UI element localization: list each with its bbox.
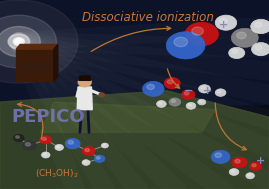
Polygon shape: [0, 91, 269, 189]
Circle shape: [101, 143, 108, 148]
Polygon shape: [77, 87, 92, 110]
Circle shape: [201, 86, 205, 89]
Circle shape: [41, 152, 50, 158]
Circle shape: [13, 134, 24, 142]
Circle shape: [13, 38, 24, 45]
Circle shape: [184, 92, 189, 95]
Circle shape: [65, 138, 80, 149]
Polygon shape: [79, 76, 91, 80]
Circle shape: [171, 100, 175, 102]
Circle shape: [220, 18, 227, 23]
Polygon shape: [16, 44, 58, 49]
Circle shape: [167, 80, 173, 84]
Circle shape: [94, 155, 105, 163]
Text: Dissociative ionization: Dissociative ionization: [82, 11, 214, 23]
Circle shape: [8, 34, 30, 49]
Circle shape: [82, 147, 95, 156]
Circle shape: [174, 37, 187, 47]
Text: −: −: [184, 86, 193, 96]
Circle shape: [217, 90, 221, 93]
Circle shape: [96, 156, 100, 159]
Circle shape: [237, 32, 246, 39]
Polygon shape: [54, 44, 58, 81]
Circle shape: [186, 102, 196, 109]
Circle shape: [55, 144, 63, 150]
Circle shape: [43, 153, 46, 155]
Circle shape: [0, 26, 40, 57]
FancyArrowPatch shape: [18, 103, 43, 139]
Circle shape: [231, 170, 235, 172]
Circle shape: [198, 99, 206, 105]
Circle shape: [246, 173, 254, 179]
Circle shape: [252, 164, 256, 167]
Circle shape: [229, 169, 239, 175]
Circle shape: [166, 32, 205, 59]
Circle shape: [99, 93, 104, 97]
Circle shape: [247, 174, 251, 176]
Circle shape: [103, 144, 105, 146]
Text: +: +: [203, 86, 212, 96]
Circle shape: [169, 98, 181, 106]
Circle shape: [158, 102, 162, 104]
Circle shape: [199, 100, 202, 102]
Circle shape: [25, 143, 30, 146]
Circle shape: [78, 78, 91, 87]
Circle shape: [232, 157, 247, 168]
FancyArrowPatch shape: [91, 26, 171, 51]
Circle shape: [16, 136, 19, 138]
FancyArrowPatch shape: [167, 69, 180, 88]
Circle shape: [255, 45, 262, 50]
Circle shape: [16, 39, 22, 44]
Circle shape: [255, 22, 262, 27]
Circle shape: [40, 136, 52, 144]
Polygon shape: [0, 0, 269, 104]
Circle shape: [157, 101, 166, 107]
Circle shape: [68, 140, 73, 144]
Polygon shape: [16, 49, 54, 81]
Circle shape: [188, 104, 192, 106]
Circle shape: [199, 85, 210, 93]
Circle shape: [143, 81, 164, 96]
Text: +: +: [219, 20, 228, 29]
Circle shape: [23, 141, 37, 150]
Circle shape: [215, 15, 237, 30]
Circle shape: [235, 159, 240, 163]
Polygon shape: [40, 102, 215, 132]
Circle shape: [229, 47, 245, 59]
Text: +: +: [256, 156, 266, 166]
Circle shape: [252, 43, 269, 56]
Circle shape: [250, 162, 261, 170]
Circle shape: [211, 150, 230, 163]
Circle shape: [182, 90, 195, 99]
Circle shape: [215, 89, 226, 96]
Circle shape: [85, 149, 89, 152]
Circle shape: [42, 137, 46, 140]
Circle shape: [231, 28, 258, 47]
Circle shape: [147, 84, 154, 90]
FancyArrowPatch shape: [215, 103, 246, 150]
Circle shape: [0, 15, 56, 68]
Circle shape: [232, 50, 238, 53]
Circle shape: [82, 160, 90, 165]
Circle shape: [56, 146, 60, 148]
Text: (CH$_3$OH)$_2$: (CH$_3$OH)$_2$: [35, 168, 78, 180]
Circle shape: [164, 77, 180, 89]
Circle shape: [84, 161, 87, 163]
Circle shape: [251, 19, 269, 34]
Circle shape: [185, 22, 218, 46]
Circle shape: [192, 27, 203, 35]
Circle shape: [0, 0, 78, 83]
Text: PEPICO: PEPICO: [12, 108, 85, 126]
Circle shape: [215, 153, 221, 158]
